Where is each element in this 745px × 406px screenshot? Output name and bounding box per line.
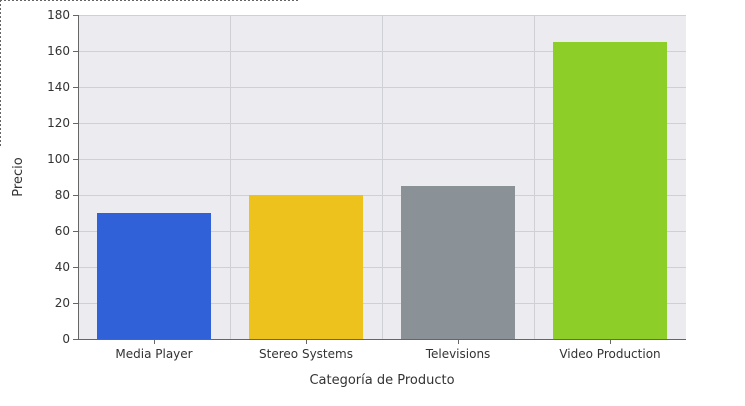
- y-tick-label: 140: [47, 80, 70, 94]
- y-tick-labels: 0 20 40 60 80 100 120 140 160 180: [47, 8, 78, 346]
- bars: [97, 42, 667, 339]
- x-tick-label: Televisions: [425, 347, 491, 361]
- x-tick-label: Media Player: [115, 347, 192, 361]
- y-axis-title: Precio: [11, 157, 26, 196]
- y-tick-label: 40: [55, 260, 70, 274]
- bar[interactable]: [97, 213, 211, 339]
- y-tick-label: 100: [47, 152, 70, 166]
- bar[interactable]: [249, 195, 363, 339]
- axes: [78, 15, 686, 340]
- x-tick-label: Video Production: [559, 347, 660, 361]
- y-tick-label: 80: [55, 188, 70, 202]
- y-tick-label: 120: [47, 116, 70, 130]
- x-tick-label: Stereo Systems: [259, 347, 353, 361]
- y-tick-label: 20: [55, 296, 70, 310]
- x-axis-title: Categoría de Producto: [309, 373, 454, 388]
- bar[interactable]: [553, 42, 667, 339]
- y-tick-label: 180: [47, 8, 70, 22]
- y-tick-label: 0: [62, 332, 70, 346]
- selection-outline: [0, 0, 298, 146]
- y-tick-label: 60: [55, 224, 70, 238]
- y-tick-label: 160: [47, 44, 70, 58]
- bar[interactable]: [401, 186, 515, 339]
- x-tick-labels: Media Player Stereo Systems Televisions Vid…: [115, 339, 661, 361]
